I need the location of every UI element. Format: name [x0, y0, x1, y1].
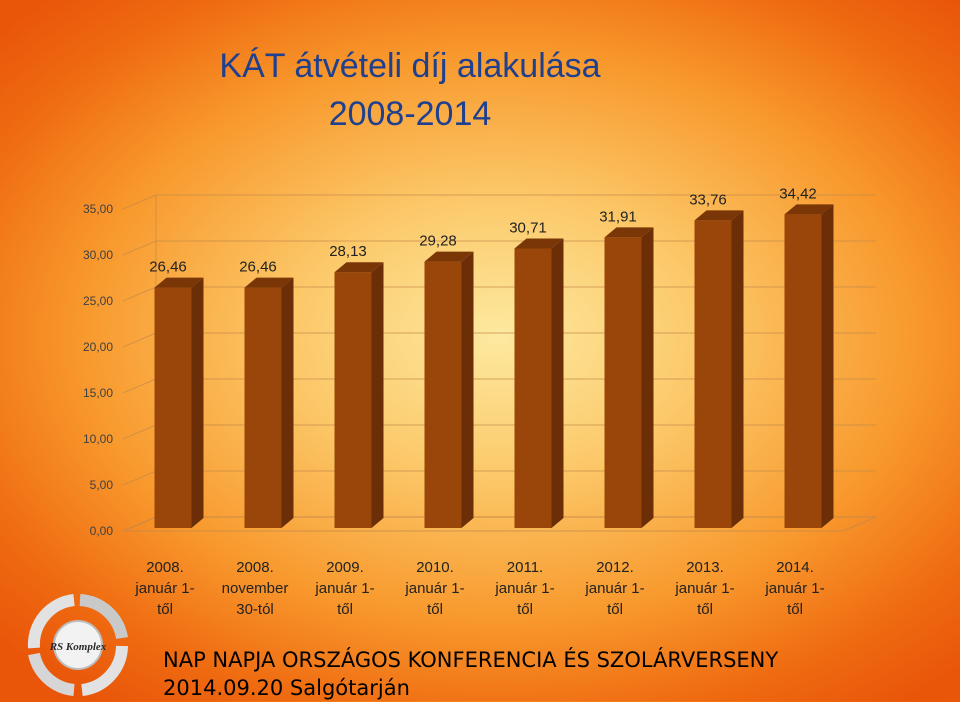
- bar-side: [281, 277, 294, 528]
- footer: NAP NAPJA ORSZÁGOS KONFERENCIA ÉS SZOLÁR…: [163, 646, 778, 702]
- bar-side: [641, 227, 654, 529]
- y-axis-ticks: 0,00 5,00 10,00 15,00 20,00 25,00 30,00 35,00: [83, 202, 113, 538]
- gridline-side: [122, 240, 157, 256]
- bar-top: [154, 277, 204, 288]
- y-tick-label: 10,00: [83, 432, 113, 446]
- bar-top: [694, 210, 744, 221]
- bar-front: [514, 248, 552, 528]
- bar-top: [334, 262, 384, 273]
- bar: [514, 238, 564, 528]
- y-tick-label: 30,00: [83, 248, 113, 262]
- bar-side: [731, 210, 744, 528]
- bar-front: [784, 214, 822, 528]
- bar: [784, 204, 834, 528]
- svg-text:RS Komplex: RS Komplex: [49, 641, 107, 653]
- gridline-side: [122, 194, 157, 210]
- bar-side: [371, 262, 384, 528]
- bar: [424, 251, 474, 528]
- bar-front: [604, 237, 642, 529]
- bar: [604, 227, 654, 529]
- x-tick-label: 2014. január 1-től: [764, 559, 824, 618]
- data-label: 26,46: [149, 259, 187, 276]
- x-tick-label: 2012. január 1-től: [584, 559, 644, 618]
- bar-top: [604, 227, 654, 238]
- footer-date-place: 2014.09.20 Salgótarján: [163, 676, 410, 700]
- bar-top: [424, 251, 474, 262]
- chart-title-line1: KÁT átvételi díj alakulása: [219, 47, 601, 85]
- chart-grid: [122, 194, 877, 532]
- gridline-side: [122, 424, 157, 440]
- x-tick-label: 2010. január 1-től: [404, 559, 464, 618]
- bar-front: [154, 287, 192, 528]
- bar-top: [784, 204, 834, 215]
- x-axis-ticks: 2008. január 1-től 2008. november 30-tól 2009…: [134, 559, 824, 618]
- value-labels: 26,46 26,46 28,13 29,28 30,71 31,91 33,76 34,42: [149, 185, 817, 275]
- chart-floor: [122, 516, 877, 532]
- gridline-side: [122, 378, 157, 394]
- x-tick-label: 2013. január 1-től: [674, 559, 734, 618]
- footer-event-name: NAP NAPJA ORSZÁGOS KONFERENCIA ÉS SZOLÁR…: [163, 648, 779, 672]
- data-label: 33,76: [689, 191, 727, 208]
- bar-front: [694, 220, 732, 528]
- data-label: 30,71: [509, 219, 547, 236]
- gridline-side: [122, 286, 157, 302]
- data-label: 28,13: [329, 243, 367, 260]
- data-label: 34,42: [779, 185, 817, 202]
- rs-komplex-logo: RS Komplex: [27, 594, 128, 696]
- bar-top: [244, 277, 294, 288]
- bar-side: [191, 277, 204, 528]
- bar: [154, 277, 204, 528]
- chart-title: KÁT átvételi díj alakulása 2008-2014: [130, 42, 690, 138]
- y-tick-label: 5,00: [90, 478, 114, 492]
- x-tick-label: 2008. január 1-től: [134, 559, 194, 618]
- bar-front: [424, 261, 462, 528]
- bar-side: [821, 204, 834, 528]
- y-tick-label: 25,00: [83, 294, 113, 308]
- bar-front: [244, 287, 282, 528]
- y-tick-label: 35,00: [83, 202, 113, 216]
- bar: [244, 277, 294, 528]
- y-tick-label: 20,00: [83, 340, 113, 354]
- gridline-side: [122, 470, 157, 486]
- bar-side: [461, 251, 474, 528]
- gridline-side: [122, 332, 157, 348]
- bar-side: [551, 238, 564, 528]
- x-tick-label: 2008. november 30-tól: [222, 559, 289, 618]
- bar-front: [334, 272, 372, 528]
- y-tick-label: 0,00: [90, 524, 114, 538]
- bar: [694, 210, 744, 528]
- data-label: 26,46: [239, 259, 277, 276]
- x-tick-label: 2011. január 1-től: [494, 559, 554, 618]
- bar: [334, 262, 384, 528]
- chart-title-line2: 2008-2014: [328, 95, 492, 133]
- y-tick-label: 15,00: [83, 386, 113, 400]
- chart-bars: [154, 204, 834, 529]
- bar-top: [514, 238, 564, 249]
- data-label: 29,28: [419, 233, 457, 250]
- data-label: 31,91: [599, 208, 637, 225]
- x-tick-label: 2009. január 1-től: [314, 559, 374, 618]
